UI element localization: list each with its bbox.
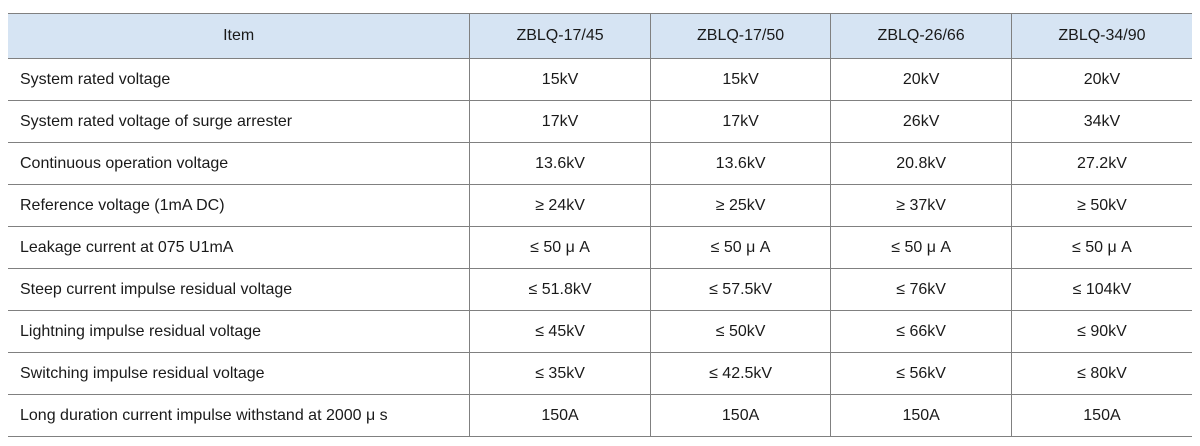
value-cell: ≤ 35kV	[469, 352, 651, 395]
table-row: Long duration current impulse withstand …	[8, 394, 1192, 437]
value-cell: 27.2kV	[1010, 142, 1192, 185]
value-cell: 150A	[830, 394, 1012, 437]
table-row: Continuous operation voltage 13.6kV 13.6kV…	[8, 142, 1192, 185]
value-cell: 15kV	[469, 58, 651, 101]
value-cell: ≤ 50 μ A	[1010, 226, 1192, 269]
value-cell: ≤ 66kV	[830, 310, 1012, 353]
item-label-cell: Continuous operation voltage	[8, 142, 471, 185]
value-cell: ≤ 50 μ A	[649, 226, 832, 269]
table-body: System rated voltage 15kV 15kV 20kV 20kV Syst…	[8, 58, 1192, 437]
item-label-cell: Lightning impulse residual voltage	[8, 310, 471, 353]
table-row: Steep current impulse residual voltage ≤ …	[8, 268, 1192, 311]
item-label-cell: Switching impulse residual voltage	[8, 352, 471, 395]
value-cell: ≥ 37kV	[830, 184, 1012, 227]
column-header-model: ZBLQ-17/50	[649, 13, 832, 59]
value-cell: ≤ 50kV	[649, 310, 832, 353]
table-row: Switching impulse residual voltage ≤ 35kV…	[8, 352, 1192, 395]
header-row: Item ZBLQ-17/45 ZBLQ-17/50 ZBLQ-26/66 ZBLQ-3…	[8, 13, 1192, 59]
value-cell: 20.8kV	[830, 142, 1012, 185]
value-cell: ≤ 56kV	[830, 352, 1012, 395]
table-row: Lightning impulse residual voltage ≤ 45kV…	[8, 310, 1192, 353]
value-cell: 26kV	[830, 100, 1012, 143]
value-cell: 17kV	[649, 100, 832, 143]
value-cell: ≤ 76kV	[830, 268, 1012, 311]
value-cell: ≥ 50kV	[1010, 184, 1192, 227]
column-header-model: ZBLQ-34/90	[1010, 13, 1192, 59]
value-cell: ≤ 51.8kV	[469, 268, 651, 311]
value-cell: ≤ 57.5kV	[649, 268, 832, 311]
item-label-cell: System rated voltage of surge arrester	[8, 100, 471, 143]
value-cell: 150A	[469, 394, 651, 437]
spec-page: Item ZBLQ-17/45 ZBLQ-17/50 ZBLQ-26/66 ZBLQ-3…	[8, 13, 1192, 437]
item-label-cell: Long duration current impulse withstand …	[8, 394, 471, 437]
value-cell: 20kV	[830, 58, 1012, 101]
item-label-cell: System rated voltage	[8, 58, 471, 101]
table-row: Reference voltage (1mA DC) ≥ 24kV ≥ 25kV ≥ …	[8, 184, 1192, 227]
value-cell: ≥ 25kV	[649, 184, 832, 227]
value-cell: ≤ 50 μ A	[469, 226, 651, 269]
value-cell: ≥ 24kV	[469, 184, 651, 227]
value-cell: 17kV	[469, 100, 651, 143]
column-header-item: Item	[8, 13, 471, 59]
table-row: System rated voltage of surge arrester 17…	[8, 100, 1192, 143]
value-cell: 13.6kV	[469, 142, 651, 185]
item-label-cell: Leakage current at 075 U1mA	[8, 226, 471, 269]
value-cell: ≤ 80kV	[1010, 352, 1192, 395]
column-header-model: ZBLQ-17/45	[469, 13, 651, 59]
surge-arrester-spec-table: Item ZBLQ-17/45 ZBLQ-17/50 ZBLQ-26/66 ZBLQ-3…	[8, 13, 1192, 437]
value-cell: 20kV	[1010, 58, 1192, 101]
value-cell: ≤ 90kV	[1010, 310, 1192, 353]
column-header-model: ZBLQ-26/66	[830, 13, 1012, 59]
table-row: Leakage current at 075 U1mA ≤ 50 μ A ≤ 50 …	[8, 226, 1192, 269]
value-cell: 150A	[1010, 394, 1192, 437]
value-cell: 15kV	[649, 58, 832, 101]
value-cell: 13.6kV	[649, 142, 832, 185]
table-row: System rated voltage 15kV 15kV 20kV 20kV	[8, 58, 1192, 101]
item-label-cell: Steep current impulse residual voltage	[8, 268, 471, 311]
value-cell: 34kV	[1010, 100, 1192, 143]
value-cell: ≤ 45kV	[469, 310, 651, 353]
value-cell: ≤ 42.5kV	[649, 352, 832, 395]
value-cell: ≤ 104kV	[1010, 268, 1192, 311]
value-cell: ≤ 50 μ A	[830, 226, 1012, 269]
item-label-cell: Reference voltage (1mA DC)	[8, 184, 471, 227]
value-cell: 150A	[649, 394, 832, 437]
